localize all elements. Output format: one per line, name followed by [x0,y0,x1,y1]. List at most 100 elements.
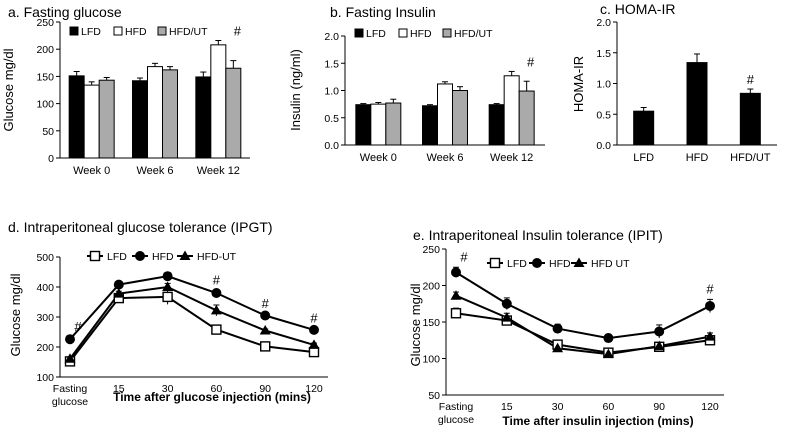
legend-label: HFD/UT [454,28,493,40]
series-line-circle [69,275,315,340]
y-tick-label: 2.0 [596,17,611,29]
bar [370,103,387,146]
x-tick-label-line: glucose [438,414,474,426]
data-point-circle [65,334,75,345]
x-tick-label: HFD [686,152,709,164]
data-point-square [211,324,222,335]
legend-label: LFD [81,26,101,38]
significance-mark: # [706,281,714,296]
data-point-triangle [210,304,222,315]
data-point-circle [309,324,319,335]
y-axis-label: HOMA-IR [571,56,586,112]
data-point-circle [501,298,512,309]
legend-label: HFD [549,258,571,270]
legend-label: HFD UT [591,258,630,270]
y-tick-label: 200 [36,342,54,354]
chart-title: e. Intraperitoneal Insulin tolerance (IP… [413,227,663,243]
y-tick-label: 150 [36,71,54,83]
y-tick-label: 400 [36,282,54,294]
x-tick-label: Fasting glucose [438,401,474,426]
x-tick-label: Week 6 [426,152,463,164]
x-tick-label: 15 [501,401,513,413]
bar [422,105,438,146]
data-point-triangle [259,325,271,335]
series-line-square [69,295,315,363]
data-point-triangle [113,288,125,298]
data-point-circle [162,271,173,282]
legend-swatch [113,26,123,36]
legend-label: LFD [107,251,127,263]
bar [488,104,505,146]
bar [633,110,655,146]
legend-label: HFD [125,26,147,38]
data-point-triangle [704,331,716,341]
bar [83,84,100,159]
bar [518,90,535,146]
x-tick-label-line: glucose [52,396,88,408]
y-tick-label: 0.5 [324,113,339,125]
series-line-circle [455,271,711,340]
data-point-triangle [602,348,614,359]
data-point-triangle [162,281,174,291]
y-tick-label: 0.0 [596,140,611,152]
chart-title: a. Fasting glucose [8,4,122,20]
legend-swatch [157,26,167,36]
data-point-triangle [552,342,564,353]
y-tick-label: 100 [36,372,54,384]
x-tick-label: Week 0 [360,152,397,164]
bar [147,66,163,159]
y-tick-label: 100 [36,99,54,111]
data-point-circle [260,310,271,321]
legend-label: HFD/UT [169,26,208,38]
y-tick-label: 1.5 [596,48,611,60]
significance-mark: # [262,296,270,311]
y-tick-label: 50 [42,126,54,138]
data-point-circle [705,300,715,311]
legend-marker [489,257,501,269]
legend-label: HFD [410,28,432,40]
x-tick-label: LFD [633,152,654,164]
chart-title: c. HOMA-IR [600,1,675,17]
y-tick-label: 200 [422,281,440,293]
data-point-circle [552,323,563,334]
y-tick-label: 1.0 [324,86,339,98]
y-tick-label: 150 [422,317,440,329]
legend-swatch [69,26,79,36]
legend-label: LFD [507,258,527,270]
x-tick-label: Fasting glucose [52,383,88,408]
x-tick-label: 30 [552,401,564,413]
data-point-triangle [501,312,513,322]
bar [503,75,520,146]
data-point-circle [451,267,461,278]
data-point-circle [603,333,614,344]
data-point-square [308,346,320,358]
x-tick-label: Week 12 [197,165,240,177]
x-tick-label: 90 [653,401,665,413]
legend-swatch [354,28,364,38]
data-point-triangle [64,353,76,363]
y-tick-label: 0.0 [324,140,339,152]
x-tick-label: HFD/UT [730,152,771,164]
significance-mark: # [310,310,318,325]
bar [210,44,227,159]
legend-label: HFD-UT [197,251,237,263]
data-point-circle [211,288,222,298]
significance-mark: # [234,23,242,38]
bar [385,102,402,146]
y-tick-label: 200 [36,44,54,56]
legend-marker [573,257,585,267]
x-tick-label: 60 [211,383,223,395]
x-axis-label: Time after glucose injection (mins) [113,390,311,404]
significance-mark: # [527,54,535,69]
bar [686,62,708,146]
legend-marker [89,250,101,262]
data-point-square [162,291,173,303]
bar [355,104,372,146]
y-axis-label: Glucose mg/dl [1,48,16,131]
legend-marker [135,251,145,261]
data-point-triangle [308,339,320,349]
x-tick-label: Week 12 [490,152,533,164]
data-point-triangle [450,290,462,300]
y-tick-label: 2.0 [324,31,339,43]
